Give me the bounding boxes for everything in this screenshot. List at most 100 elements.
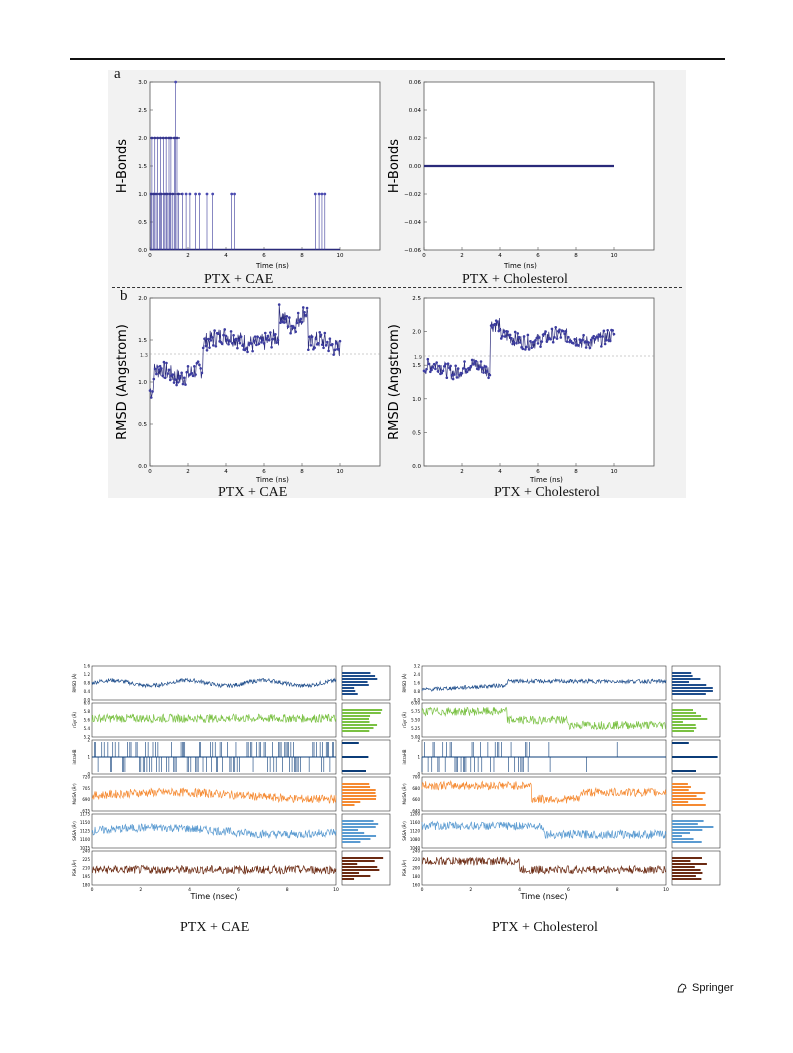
rmsd-cae-series (148, 303, 342, 399)
property-ytick-label: 1 (87, 755, 90, 760)
rmsd-point (567, 335, 570, 339)
hist-bar (672, 756, 718, 758)
property-plot-frame (421, 776, 667, 812)
rmsd-point (518, 341, 522, 344)
y-tick-label: 2.5 (412, 296, 421, 302)
rmsd-point (236, 346, 239, 350)
rmsd-point (167, 368, 171, 372)
rmsd-point (455, 376, 459, 379)
property-ytick-label: 180 (412, 874, 420, 879)
y-tick-label: 0.5 (138, 220, 147, 226)
property-ytick-label: 5.6 (84, 718, 91, 723)
rmsd-point (158, 364, 162, 368)
hist-bar (672, 841, 702, 843)
rmsd-point (522, 335, 526, 338)
rmsd-point (524, 348, 527, 351)
hist-bar (342, 789, 376, 791)
rmsd-point (596, 335, 599, 339)
rmsd-point (205, 348, 209, 352)
hist-bar (672, 829, 703, 831)
property-ytick-label: 1125 (80, 829, 91, 834)
property-ylabel: PSA (Å²) (72, 859, 77, 876)
rmsd-point (299, 317, 303, 321)
property-ytick-label: 5.50 (411, 718, 420, 723)
rmsd-point (333, 348, 337, 352)
rmsd-point (156, 365, 159, 369)
rmsd-point (588, 346, 592, 350)
rmsd-point (474, 359, 478, 363)
rmsd-point (314, 337, 318, 341)
property-ytick-label: 5.00 (411, 735, 420, 740)
property-xtick-label: 8 (616, 887, 619, 893)
rmsd-point (559, 336, 563, 339)
rmsd-point (326, 340, 329, 344)
rmsd-point (434, 367, 437, 371)
rmsd-point (539, 345, 542, 348)
hist-bar (342, 792, 376, 794)
rmsd-point (258, 336, 262, 340)
rmsd-point (601, 335, 604, 338)
hbond-point (320, 192, 324, 196)
rmsd-point (271, 337, 275, 341)
rmsd-point (209, 339, 213, 342)
rmsd-point (276, 338, 280, 342)
property-ylabel: SASA (Å²) (72, 821, 77, 841)
hist-bar (342, 684, 369, 686)
y-tick-label: 1.5 (138, 338, 147, 344)
property-xtick-label: 6 (567, 887, 570, 893)
rmsd-point (525, 345, 528, 349)
hist-bar (342, 742, 359, 744)
rmsd-point (478, 365, 482, 369)
hist-bar (342, 681, 368, 683)
x-tick-label: 10 (337, 469, 344, 475)
property-ytick-label: 1.6 (414, 681, 421, 686)
rmsd-point (157, 368, 161, 371)
property-ylabel: intraHB (402, 749, 407, 764)
hbond-point (323, 192, 327, 196)
hist-bar (342, 727, 374, 729)
property-ytick-label: 1175 (80, 812, 91, 817)
property-xlabel: Time (nsec) (190, 892, 238, 901)
hbonds-chol-ylabel: H-Bonds (387, 139, 402, 193)
rmsd-point (322, 346, 325, 350)
rmsd-chol-avg-label: 1.9 (414, 355, 422, 361)
rmsd-point (175, 383, 178, 387)
rmsd-point (423, 370, 427, 373)
hbond-point (188, 192, 192, 196)
property-ytick-label: 1200 (410, 812, 421, 817)
rmsd-point (550, 327, 554, 331)
x-tick-label: 2 (186, 469, 190, 475)
rmsd-point (605, 338, 608, 342)
figure-top-panel: 0.0 0.5 1.0 1.5 2.0 2.5 3.0 0 2 4 6 8 10 Time (ns) … (108, 70, 686, 498)
hist-bar (672, 872, 703, 874)
property-ylabel: rGyr (Å) (402, 712, 407, 728)
property-row-chol-4: SASA (Å²)1200 1160 1120 1080 1040 (402, 812, 721, 851)
property-ytick-label: 1.2 (84, 672, 91, 677)
hist-bar (342, 756, 369, 758)
caption-hbonds-chol: PTX + Cholesterol (462, 272, 568, 287)
rmsd-point (177, 377, 181, 380)
rmsd-point (606, 328, 609, 332)
hist-bar (342, 678, 378, 680)
rmsd-point (251, 349, 254, 353)
rmsd-point (572, 342, 575, 345)
x-tick-label: 8 (300, 253, 304, 259)
rmsd-point (224, 334, 228, 338)
property-xtick-label: 8 (286, 887, 289, 893)
rmsd-point (551, 340, 555, 344)
property-ytick-label: 6.00 (411, 701, 420, 706)
hist-bar (672, 798, 703, 800)
panel-separator (112, 287, 682, 288)
rmsd-cae-yticks: 0.0 0.5 1.0 1.5 2.0 (138, 296, 153, 470)
hist-bar (342, 869, 380, 871)
hist-bar (672, 727, 697, 729)
y-tick-label: −0.02 (404, 192, 421, 198)
x-tick-label: 0 (148, 469, 152, 475)
hist-bar (342, 878, 355, 880)
rmsd-point (196, 360, 200, 363)
hist-bar (672, 672, 692, 674)
rmsd-point (301, 306, 305, 309)
rmsd-point (501, 335, 504, 338)
property-ytick-label: 2 (87, 738, 90, 743)
rmsd-point (162, 360, 166, 364)
